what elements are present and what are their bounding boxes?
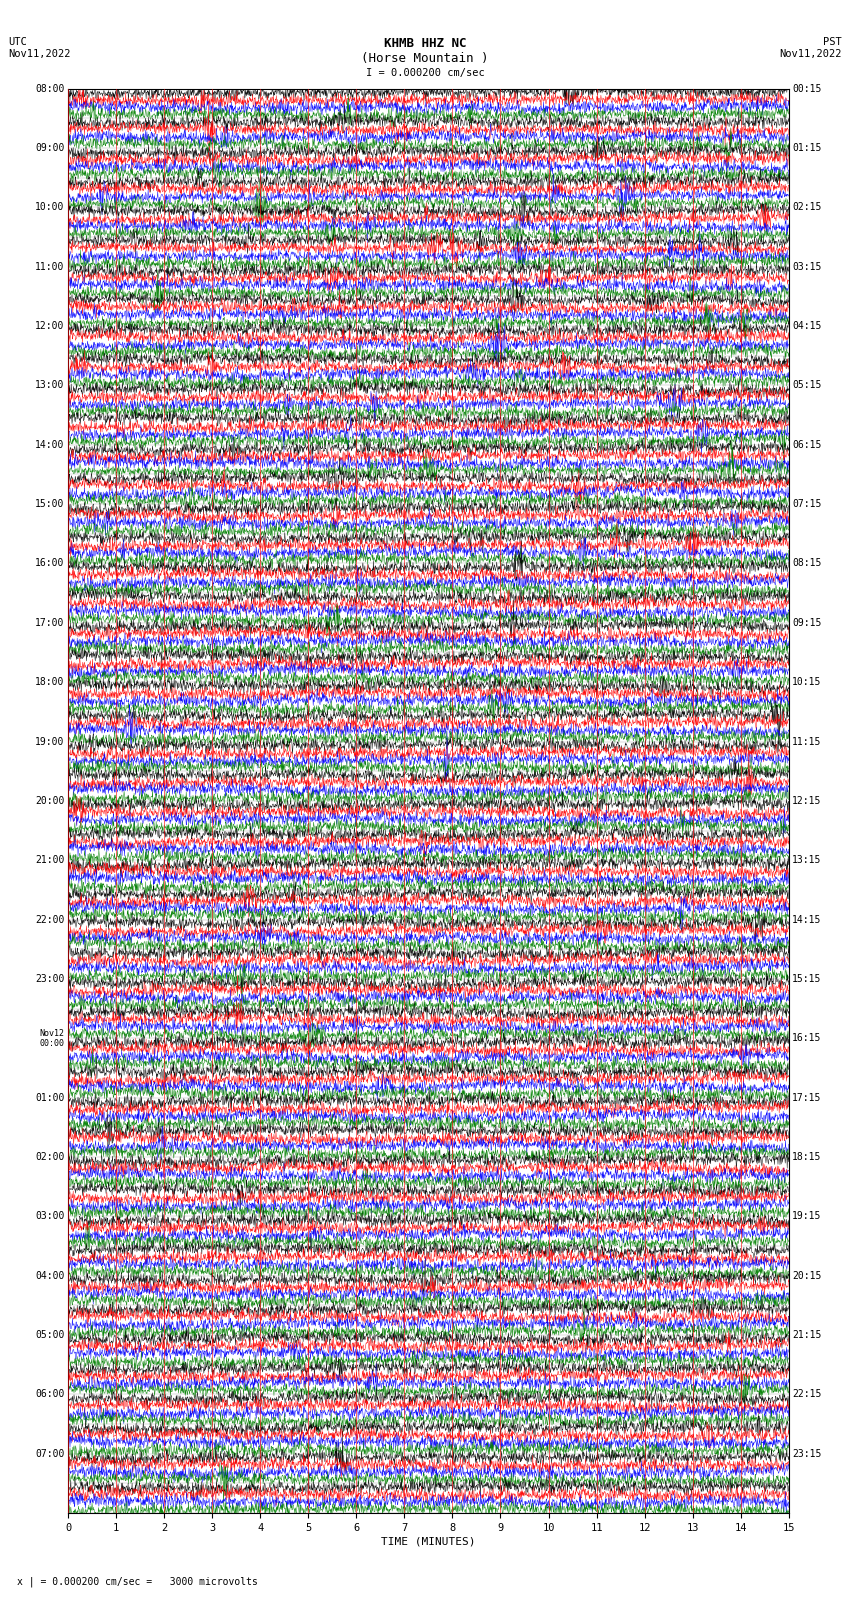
Text: 22:15: 22:15: [792, 1389, 822, 1400]
Text: 14:15: 14:15: [792, 915, 822, 924]
Text: 19:15: 19:15: [792, 1211, 822, 1221]
Text: 15:00: 15:00: [35, 498, 65, 510]
Text: 06:00: 06:00: [35, 1389, 65, 1400]
Text: x | = 0.000200 cm/sec =   3000 microvolts: x | = 0.000200 cm/sec = 3000 microvolts: [17, 1576, 258, 1587]
Text: 11:00: 11:00: [35, 261, 65, 271]
Text: 09:00: 09:00: [35, 144, 65, 153]
Text: 19:00: 19:00: [35, 737, 65, 747]
Text: 09:15: 09:15: [792, 618, 822, 627]
Text: Nov12
00:00: Nov12 00:00: [40, 1029, 65, 1048]
Text: PST
Nov11,2022: PST Nov11,2022: [779, 37, 842, 58]
Text: 08:15: 08:15: [792, 558, 822, 568]
Text: I = 0.000200 cm/sec: I = 0.000200 cm/sec: [366, 68, 484, 77]
Text: 03:00: 03:00: [35, 1211, 65, 1221]
Text: 13:15: 13:15: [792, 855, 822, 865]
Text: 23:00: 23:00: [35, 974, 65, 984]
Text: (Horse Mountain ): (Horse Mountain ): [361, 52, 489, 65]
Text: 05:15: 05:15: [792, 381, 822, 390]
Text: 02:15: 02:15: [792, 202, 822, 213]
Text: 17:15: 17:15: [792, 1092, 822, 1103]
Text: 07:15: 07:15: [792, 498, 822, 510]
Text: 05:00: 05:00: [35, 1331, 65, 1340]
Text: 06:15: 06:15: [792, 440, 822, 450]
Text: 04:15: 04:15: [792, 321, 822, 331]
Text: 18:15: 18:15: [792, 1152, 822, 1161]
Text: 13:00: 13:00: [35, 381, 65, 390]
X-axis label: TIME (MINUTES): TIME (MINUTES): [381, 1537, 476, 1547]
Text: 01:15: 01:15: [792, 144, 822, 153]
Text: UTC
Nov11,2022: UTC Nov11,2022: [8, 37, 71, 58]
Text: 12:15: 12:15: [792, 795, 822, 806]
Text: 07:00: 07:00: [35, 1448, 65, 1458]
Text: 14:00: 14:00: [35, 440, 65, 450]
Text: 08:00: 08:00: [35, 84, 65, 94]
Text: 12:00: 12:00: [35, 321, 65, 331]
Text: 17:00: 17:00: [35, 618, 65, 627]
Text: 21:15: 21:15: [792, 1331, 822, 1340]
Text: 02:00: 02:00: [35, 1152, 65, 1161]
Text: 18:00: 18:00: [35, 677, 65, 687]
Text: 20:15: 20:15: [792, 1271, 822, 1281]
Text: 03:15: 03:15: [792, 261, 822, 271]
Text: 01:00: 01:00: [35, 1092, 65, 1103]
Text: 16:15: 16:15: [792, 1034, 822, 1044]
Text: 10:15: 10:15: [792, 677, 822, 687]
Text: KHMB HHZ NC: KHMB HHZ NC: [383, 37, 467, 50]
Text: 22:00: 22:00: [35, 915, 65, 924]
Text: 04:00: 04:00: [35, 1271, 65, 1281]
Text: 21:00: 21:00: [35, 855, 65, 865]
Text: 16:00: 16:00: [35, 558, 65, 568]
Text: 00:15: 00:15: [792, 84, 822, 94]
Text: 15:15: 15:15: [792, 974, 822, 984]
Text: 23:15: 23:15: [792, 1448, 822, 1458]
Text: 10:00: 10:00: [35, 202, 65, 213]
Text: 11:15: 11:15: [792, 737, 822, 747]
Text: 20:00: 20:00: [35, 795, 65, 806]
